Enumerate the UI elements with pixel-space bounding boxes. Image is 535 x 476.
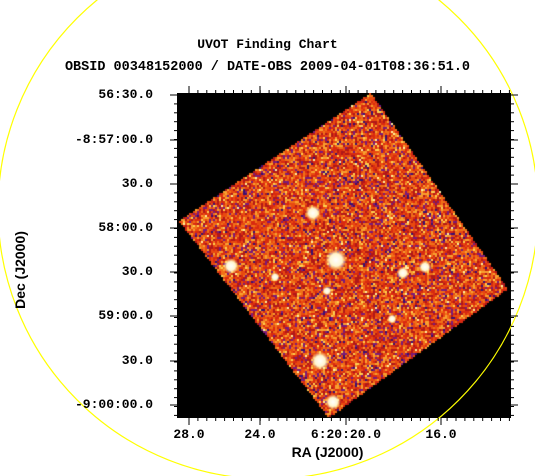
chart-subtitle: OBSID 00348152000 / DATE-OBS 2009-04-01T… [64,60,471,75]
ra-tick-label: 16.0 [425,427,457,442]
dec-tick-label: 56:30.0 [98,87,153,102]
dec-tick-label: 59:00.0 [98,308,153,323]
sky-image-frame [177,93,511,418]
uvot-sky-image [177,93,511,418]
dec-tick-label: 58:00.0 [98,220,153,235]
y-axis-label: Dec (J2000) [12,231,28,309]
chart-title: UVOT Finding Chart [197,37,338,52]
dec-tick-label: -9:00:00.0 [74,397,153,412]
x-axis-label: RA (J2000) [291,444,364,460]
dec-tick-label: 30.0 [121,353,153,368]
ra-tick-label: 24.0 [244,427,276,442]
ra-tick-label: 6:20:20.0 [310,427,382,442]
dec-tick-label: -8:57:00.0 [74,132,153,147]
ra-tick-label: 28.0 [173,427,205,442]
dec-tick-label: 30.0 [121,176,153,191]
dec-tick-label: 30.0 [121,264,153,279]
